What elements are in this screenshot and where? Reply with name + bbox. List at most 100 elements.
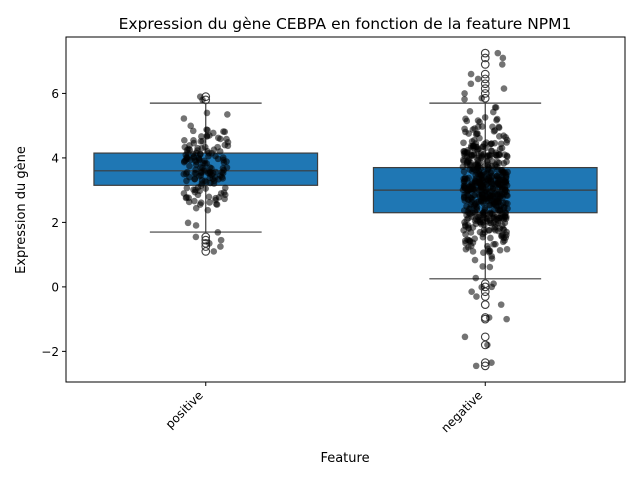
point-positive-123 <box>187 122 195 130</box>
point-negative-453 <box>460 227 467 234</box>
point-negative-400 <box>485 164 492 171</box>
point-negative-414 <box>476 192 484 200</box>
point-positive-50 <box>214 155 222 163</box>
outlier-negative-7 <box>480 292 490 301</box>
point-positive-154 <box>203 126 210 133</box>
point-positive-54 <box>191 175 198 183</box>
point-negative-437 <box>474 130 481 137</box>
point-negative-399 <box>501 151 508 158</box>
point-negative-405 <box>481 206 489 214</box>
point-negative-16 <box>467 70 475 78</box>
point-negative-1 <box>488 359 495 366</box>
point-negative-375 <box>485 195 492 203</box>
point-positive-52 <box>191 197 198 205</box>
point-positive-69 <box>189 127 197 135</box>
point-positive-156 <box>180 190 188 197</box>
outlier-negative-17 <box>480 60 490 69</box>
point-negative-489 <box>499 194 506 201</box>
point-negative-358 <box>470 150 477 158</box>
y-tick-label-4: 6 <box>51 87 59 101</box>
point-positive-117 <box>209 129 217 137</box>
point-negative-406 <box>471 256 479 264</box>
point-negative-416 <box>490 240 497 248</box>
point-negative-241 <box>486 263 494 271</box>
point-positive-128 <box>211 177 218 185</box>
point-positive-129 <box>214 143 221 151</box>
point-negative-18 <box>499 54 507 62</box>
outlier-negative-15 <box>480 74 490 84</box>
point-negative-13 <box>500 85 508 92</box>
point-negative-510 <box>464 147 472 154</box>
point-negative-476 <box>461 237 469 245</box>
point-positive-6 <box>196 93 204 100</box>
point-positive-116 <box>202 185 209 192</box>
point-negative-249 <box>460 168 468 175</box>
point-negative-513 <box>502 234 509 241</box>
point-negative-383 <box>465 210 473 217</box>
point-positive-146 <box>206 168 214 176</box>
point-negative-332 <box>503 158 510 166</box>
point-negative-382 <box>461 95 468 103</box>
point-positive-4 <box>192 233 200 241</box>
point-negative-366 <box>490 128 498 135</box>
point-positive-149 <box>182 170 190 177</box>
point-positive-136 <box>190 154 197 161</box>
point-negative-477 <box>467 200 475 208</box>
point-negative-511 <box>502 215 510 222</box>
point-negative-506 <box>471 125 478 132</box>
point-negative-6 <box>497 301 505 308</box>
point-negative-339 <box>471 235 478 243</box>
point-positive-140 <box>204 206 212 214</box>
point-positive-157 <box>213 200 220 208</box>
point-negative-391 <box>485 152 493 159</box>
point-negative-10 <box>490 280 497 287</box>
point-negative-500 <box>461 174 469 182</box>
point-negative-3 <box>461 333 469 341</box>
point-negative-419 <box>500 132 507 139</box>
outlier-negative-12 <box>480 89 490 98</box>
outlier-negative-19 <box>480 48 490 58</box>
outlier-negative-6 <box>480 300 490 309</box>
y-tick-label-0: −2 <box>41 345 59 359</box>
point-positive-106 <box>208 149 215 157</box>
point-positive-78 <box>183 184 191 192</box>
point-negative-15 <box>474 75 482 83</box>
point-negative-517 <box>495 151 503 159</box>
point-negative-496 <box>474 198 481 206</box>
point-negative-490 <box>486 210 494 217</box>
point-negative-264 <box>462 115 469 123</box>
point-negative-478 <box>475 170 482 178</box>
point-negative-516 <box>502 178 509 186</box>
point-negative-470 <box>486 202 493 209</box>
point-positive-153 <box>212 168 220 176</box>
point-positive-89 <box>183 177 190 185</box>
point-negative-125 <box>479 263 487 270</box>
outlier-negative-16 <box>480 69 490 79</box>
point-negative-324 <box>503 139 510 146</box>
point-positive-155 <box>184 219 192 227</box>
point-negative-0 <box>472 362 480 370</box>
outlier-negative-0 <box>480 361 490 371</box>
point-positive-122 <box>199 137 206 145</box>
outlier-negative-18 <box>480 53 490 63</box>
point-negative-485 <box>487 234 494 242</box>
point-negative-440 <box>501 203 508 211</box>
point-negative-357 <box>492 182 500 190</box>
point-negative-518 <box>467 194 475 202</box>
point-negative-508 <box>493 215 500 223</box>
point-positive-133 <box>183 146 191 154</box>
point-negative-352 <box>461 125 468 133</box>
point-positive-137 <box>198 144 206 152</box>
point-negative-483 <box>498 144 506 152</box>
point-positive-0 <box>210 248 218 255</box>
point-negative-134 <box>472 274 480 282</box>
point-negative-5 <box>485 314 493 321</box>
point-negative-7 <box>473 293 480 300</box>
point-positive-147 <box>203 160 210 167</box>
point-positive-142 <box>197 199 205 207</box>
point-negative-484 <box>478 154 485 162</box>
point-positive-159 <box>215 194 223 201</box>
point-negative-432 <box>484 158 491 165</box>
point-positive-30 <box>186 162 193 170</box>
